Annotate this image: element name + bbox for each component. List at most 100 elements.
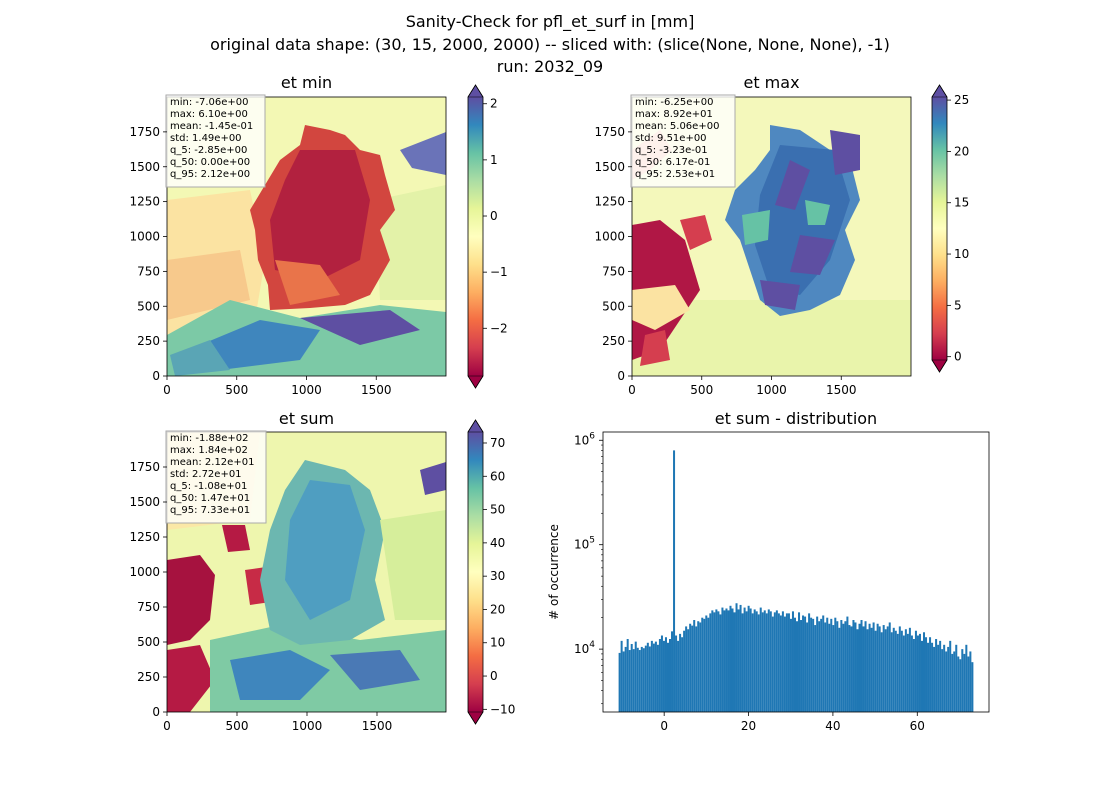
histogram-bar (834, 617, 837, 712)
histogram-bar (707, 617, 710, 712)
colorbar-extend-min (931, 359, 948, 373)
colorbar-tick-label: 30 (490, 569, 505, 583)
histogram-bar (868, 623, 871, 712)
colorbar-tick-label: 2 (490, 97, 498, 111)
histogram-bar (806, 622, 809, 712)
histogram-bar (652, 643, 655, 712)
histogram-bar (763, 610, 766, 712)
y-tick-label: 1000 (129, 230, 160, 244)
panel-title: et min (281, 73, 332, 92)
histogram-bar (920, 640, 923, 712)
histogram-bar (787, 613, 790, 712)
histogram-bar (912, 639, 915, 712)
stat-line: max: 8.92e+01 (635, 109, 713, 120)
colorbar-extend-max (931, 84, 948, 98)
histogram-bar (949, 640, 952, 712)
y-tick-label: 1250 (594, 195, 625, 209)
stat-line: q_95: 2.53e+01 (635, 169, 715, 180)
stat-line: min: -6.25e+00 (635, 97, 714, 108)
histogram-bar (781, 611, 784, 712)
histogram-bar (749, 608, 752, 712)
y-tick-label: 104 (574, 640, 595, 656)
histogram-bar (802, 615, 805, 712)
histogram-bar (830, 618, 833, 712)
histogram-bar (892, 627, 895, 712)
histogram-bar (773, 612, 776, 712)
x-tick-label: 60 (910, 719, 925, 733)
histogram-bar (751, 613, 754, 712)
histogram-bar (814, 625, 817, 712)
histogram-bar (695, 626, 698, 712)
y-tick-label: 1750 (129, 460, 160, 474)
y-tick-label: 250 (137, 334, 160, 348)
histogram-bar (922, 632, 926, 712)
histogram-bar (761, 612, 764, 712)
histogram-bar (743, 607, 746, 712)
x-tick-label: 500 (690, 383, 713, 397)
histogram-bar (715, 609, 718, 712)
histogram-bar (789, 618, 792, 712)
histogram-bar (884, 629, 887, 712)
histogram-bar (779, 615, 782, 712)
histogram-bar (673, 450, 676, 712)
histogram-bar (747, 605, 750, 712)
y-tick-label: 0 (152, 705, 160, 719)
histogram-bar (878, 626, 881, 712)
colorbar-tick-label: 0 (954, 350, 962, 364)
histogram-bar (767, 609, 770, 712)
histogram-bar (701, 617, 704, 712)
histogram-bar (860, 620, 863, 712)
histogram-bar (836, 621, 839, 712)
histogram-bar (648, 646, 651, 712)
histogram-bar (935, 639, 938, 712)
histogram-bar (941, 649, 944, 712)
histogram-bar (771, 616, 774, 712)
histogram-bar (683, 630, 686, 712)
histogram-bar (953, 651, 956, 712)
histogram-bar (931, 642, 934, 712)
histogram-bar (929, 637, 932, 712)
colorbar-tick-label: −10 (490, 702, 515, 716)
histogram-bar (713, 612, 716, 712)
histogram-bars (618, 450, 974, 712)
y-tick-label: 0 (617, 369, 625, 383)
histogram-bar (904, 629, 907, 712)
histogram-bar (725, 608, 728, 712)
figure-title-line-1: Sanity-Check for pfl_et_surf in [mm] (405, 12, 695, 31)
colorbar-gradient (468, 432, 483, 712)
x-tick-label: 1000 (756, 383, 787, 397)
histogram-bar (703, 618, 706, 712)
histogram-bar (816, 616, 819, 712)
histogram-bar (838, 627, 841, 712)
histogram-bar (947, 646, 950, 712)
x-tick-label: 500 (225, 383, 248, 397)
histogram-bar (959, 659, 962, 712)
histogram-bar (723, 610, 726, 712)
histogram-bar (961, 649, 964, 712)
y-tick-label: 1000 (594, 230, 625, 244)
histogram-bar (711, 610, 714, 712)
x-tick-label: 1500 (362, 719, 393, 733)
colorbar-tick-label: 15 (954, 196, 969, 210)
histogram-bar (628, 650, 631, 712)
histogram-bar (793, 617, 796, 712)
y-tick-label: 105 (574, 536, 595, 552)
histogram-bar (965, 644, 968, 712)
histogram-bar (852, 620, 855, 712)
histogram-bar (898, 626, 901, 712)
stats-box: min: -7.06e+00 max: 6.10e+00 mean: -1.45… (165, 94, 266, 188)
histogram-bar (735, 603, 738, 712)
y-tick-label: 750 (137, 600, 160, 614)
histogram-bar (925, 637, 928, 712)
y-tick-label: 500 (137, 299, 160, 313)
histogram-bar (848, 625, 851, 712)
stat-line: max: 6.10e+00 (170, 109, 248, 120)
y-tick-label: 750 (602, 264, 625, 278)
histogram-bar (693, 620, 696, 712)
histogram-bar (660, 635, 663, 712)
colorbar-extend-min (467, 711, 484, 725)
panel-title: et sum (279, 409, 334, 428)
histogram-bar (918, 633, 921, 712)
histogram-bar (846, 616, 849, 712)
histogram-bar (620, 640, 623, 712)
